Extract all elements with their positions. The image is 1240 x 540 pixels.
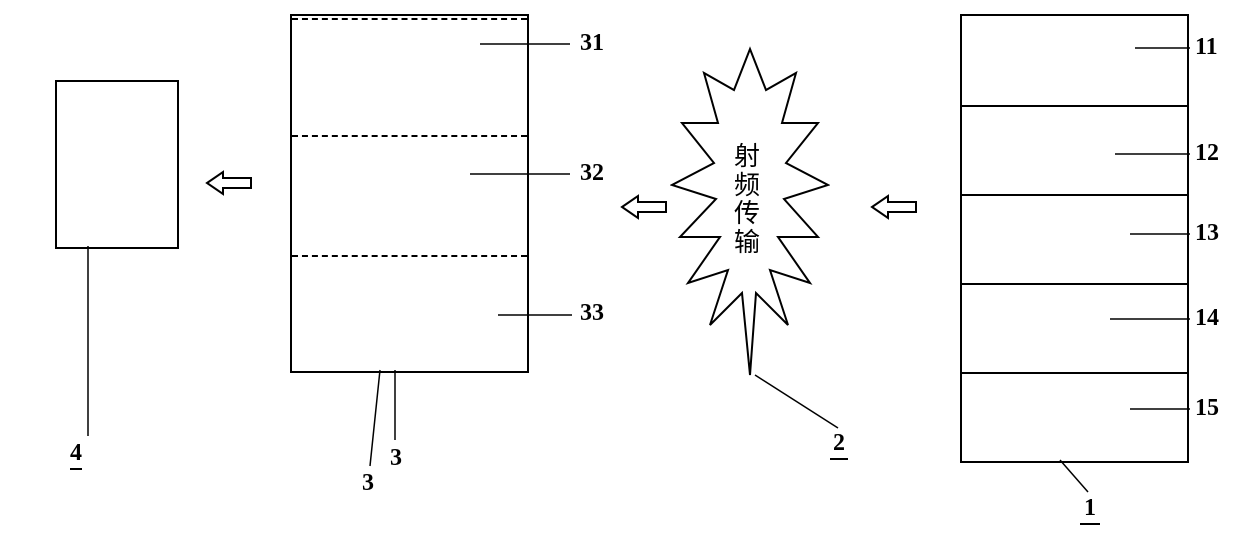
label-4: 4 (70, 440, 82, 470)
divider-32-33 (292, 255, 527, 257)
label-15: 15 (1195, 395, 1219, 422)
label-3-dup: 3 (362, 470, 374, 497)
block-3 (290, 14, 529, 373)
label-32: 32 (580, 160, 604, 187)
burst-char-3: 传 (734, 199, 760, 228)
label-2: 2 (830, 430, 848, 460)
label-3: 3 (390, 445, 402, 472)
divider-12-13 (962, 194, 1187, 196)
label-12: 12 (1195, 140, 1219, 167)
label-1: 1 (1080, 495, 1100, 525)
divider-31-32 (292, 135, 527, 137)
divider-13-14 (962, 283, 1187, 285)
block-1 (960, 14, 1189, 463)
burst-char-4: 输 (734, 228, 760, 257)
arrow-1 (205, 168, 255, 198)
label-13: 13 (1195, 220, 1219, 247)
burst-char-1: 射 (734, 142, 760, 171)
arrow-3 (870, 192, 920, 222)
divider-11-12 (962, 105, 1187, 107)
arrow-2 (620, 192, 670, 222)
diagram-canvas: 4 31 32 33 3 3 射 频 传 输 2 (0, 0, 1240, 540)
divider-14-15 (962, 372, 1187, 374)
burst-text: 射 频 传 输 (732, 143, 762, 257)
divider-3-top (292, 18, 527, 20)
block-4 (55, 80, 179, 249)
label-11: 11 (1195, 34, 1218, 61)
burst-char-2: 频 (734, 171, 760, 200)
label-31: 31 (580, 30, 604, 57)
label-33: 33 (580, 300, 604, 327)
label-14: 14 (1195, 305, 1219, 332)
